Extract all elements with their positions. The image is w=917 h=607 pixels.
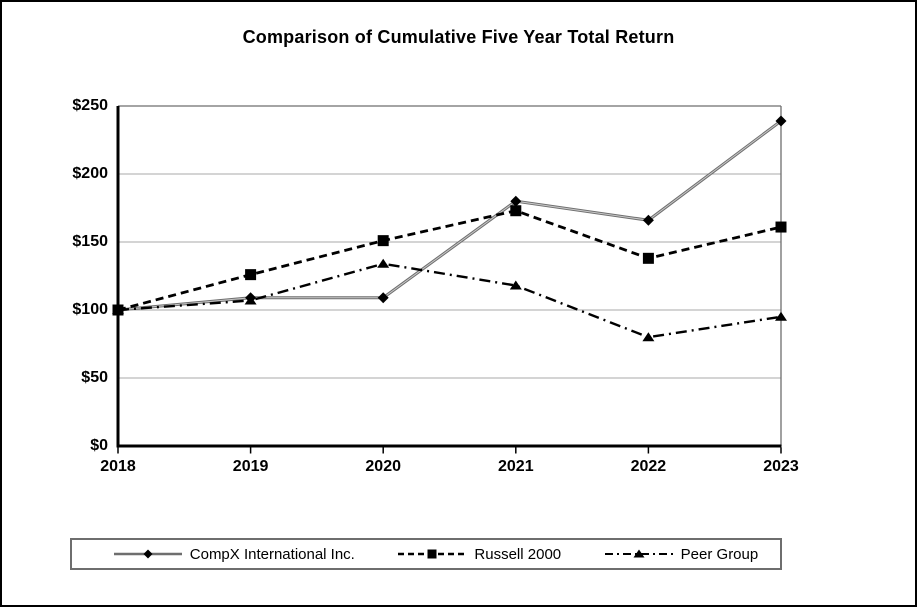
y-tick-label: $100 (72, 301, 108, 318)
russell-line-sample-icon (398, 549, 467, 559)
x-tick-label: 2018 (100, 458, 136, 475)
legend-item-peer-group: Peer Group (604, 545, 759, 563)
legend-item-russell: Russell 2000 (398, 546, 561, 563)
legend-item-compx: CompX International Inc. (113, 545, 355, 563)
chart-title: Comparison of Cumulative Five Year Total… (242, 27, 675, 47)
y-tick-label: $200 (72, 165, 108, 182)
legend-label-russell: Russell 2000 (474, 545, 562, 563)
legend-label-peer-group: Peer Group (680, 545, 759, 563)
x-tick-label: 2020 (365, 458, 401, 475)
x-tick-label: 2021 (498, 458, 534, 475)
y-tick-label: $150 (72, 233, 108, 250)
peer-group-line-sample-icon (604, 549, 673, 558)
x-tick-label: 2019 (232, 458, 269, 475)
y-tick-label: $250 (72, 97, 108, 114)
compx-line-sample-icon (113, 549, 182, 559)
y-tick-label: $0 (90, 437, 108, 454)
x-tick-label: 2022 (630, 458, 667, 475)
legend: CompX International Inc. Russell 2000 Pe… (70, 538, 782, 570)
y-tick-label: $50 (81, 369, 108, 386)
x-tick-label: 2023 (763, 458, 799, 475)
legend-label-compx: CompX International Inc. (189, 545, 355, 563)
